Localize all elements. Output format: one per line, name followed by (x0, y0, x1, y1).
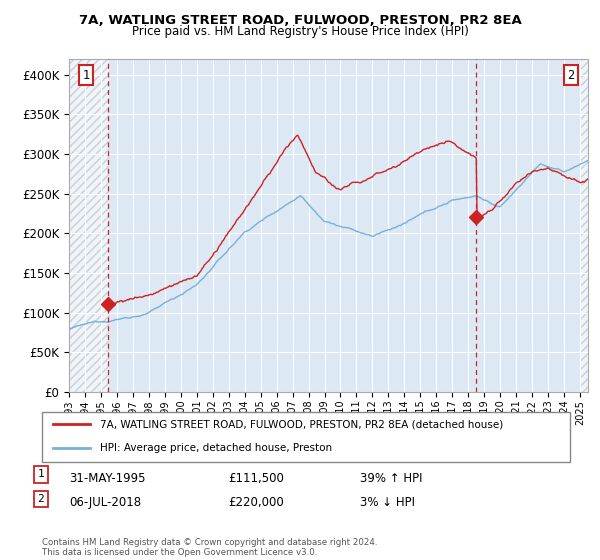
Text: £220,000: £220,000 (228, 496, 284, 509)
Text: 7A, WATLING STREET ROAD, FULWOOD, PRESTON, PR2 8EA (detached house): 7A, WATLING STREET ROAD, FULWOOD, PRESTO… (100, 419, 503, 429)
Text: 2: 2 (568, 69, 574, 82)
Text: £111,500: £111,500 (228, 472, 284, 484)
Bar (580, 59, 588, 392)
Text: 06-JUL-2018: 06-JUL-2018 (69, 496, 141, 509)
Text: 3% ↓ HPI: 3% ↓ HPI (360, 496, 415, 509)
Text: 7A, WATLING STREET ROAD, FULWOOD, PRESTON, PR2 8EA: 7A, WATLING STREET ROAD, FULWOOD, PRESTO… (79, 14, 521, 27)
Text: 39% ↑ HPI: 39% ↑ HPI (360, 472, 422, 484)
Text: 2: 2 (37, 494, 44, 504)
FancyBboxPatch shape (42, 412, 570, 462)
Text: 1: 1 (37, 469, 44, 479)
Text: 1: 1 (83, 69, 89, 82)
Text: HPI: Average price, detached house, Preston: HPI: Average price, detached house, Pres… (100, 443, 332, 453)
Text: Price paid vs. HM Land Registry's House Price Index (HPI): Price paid vs. HM Land Registry's House … (131, 25, 469, 38)
Text: 31-MAY-1995: 31-MAY-1995 (69, 472, 146, 484)
Text: Contains HM Land Registry data © Crown copyright and database right 2024.
This d: Contains HM Land Registry data © Crown c… (42, 538, 377, 557)
Bar (69, 59, 109, 392)
